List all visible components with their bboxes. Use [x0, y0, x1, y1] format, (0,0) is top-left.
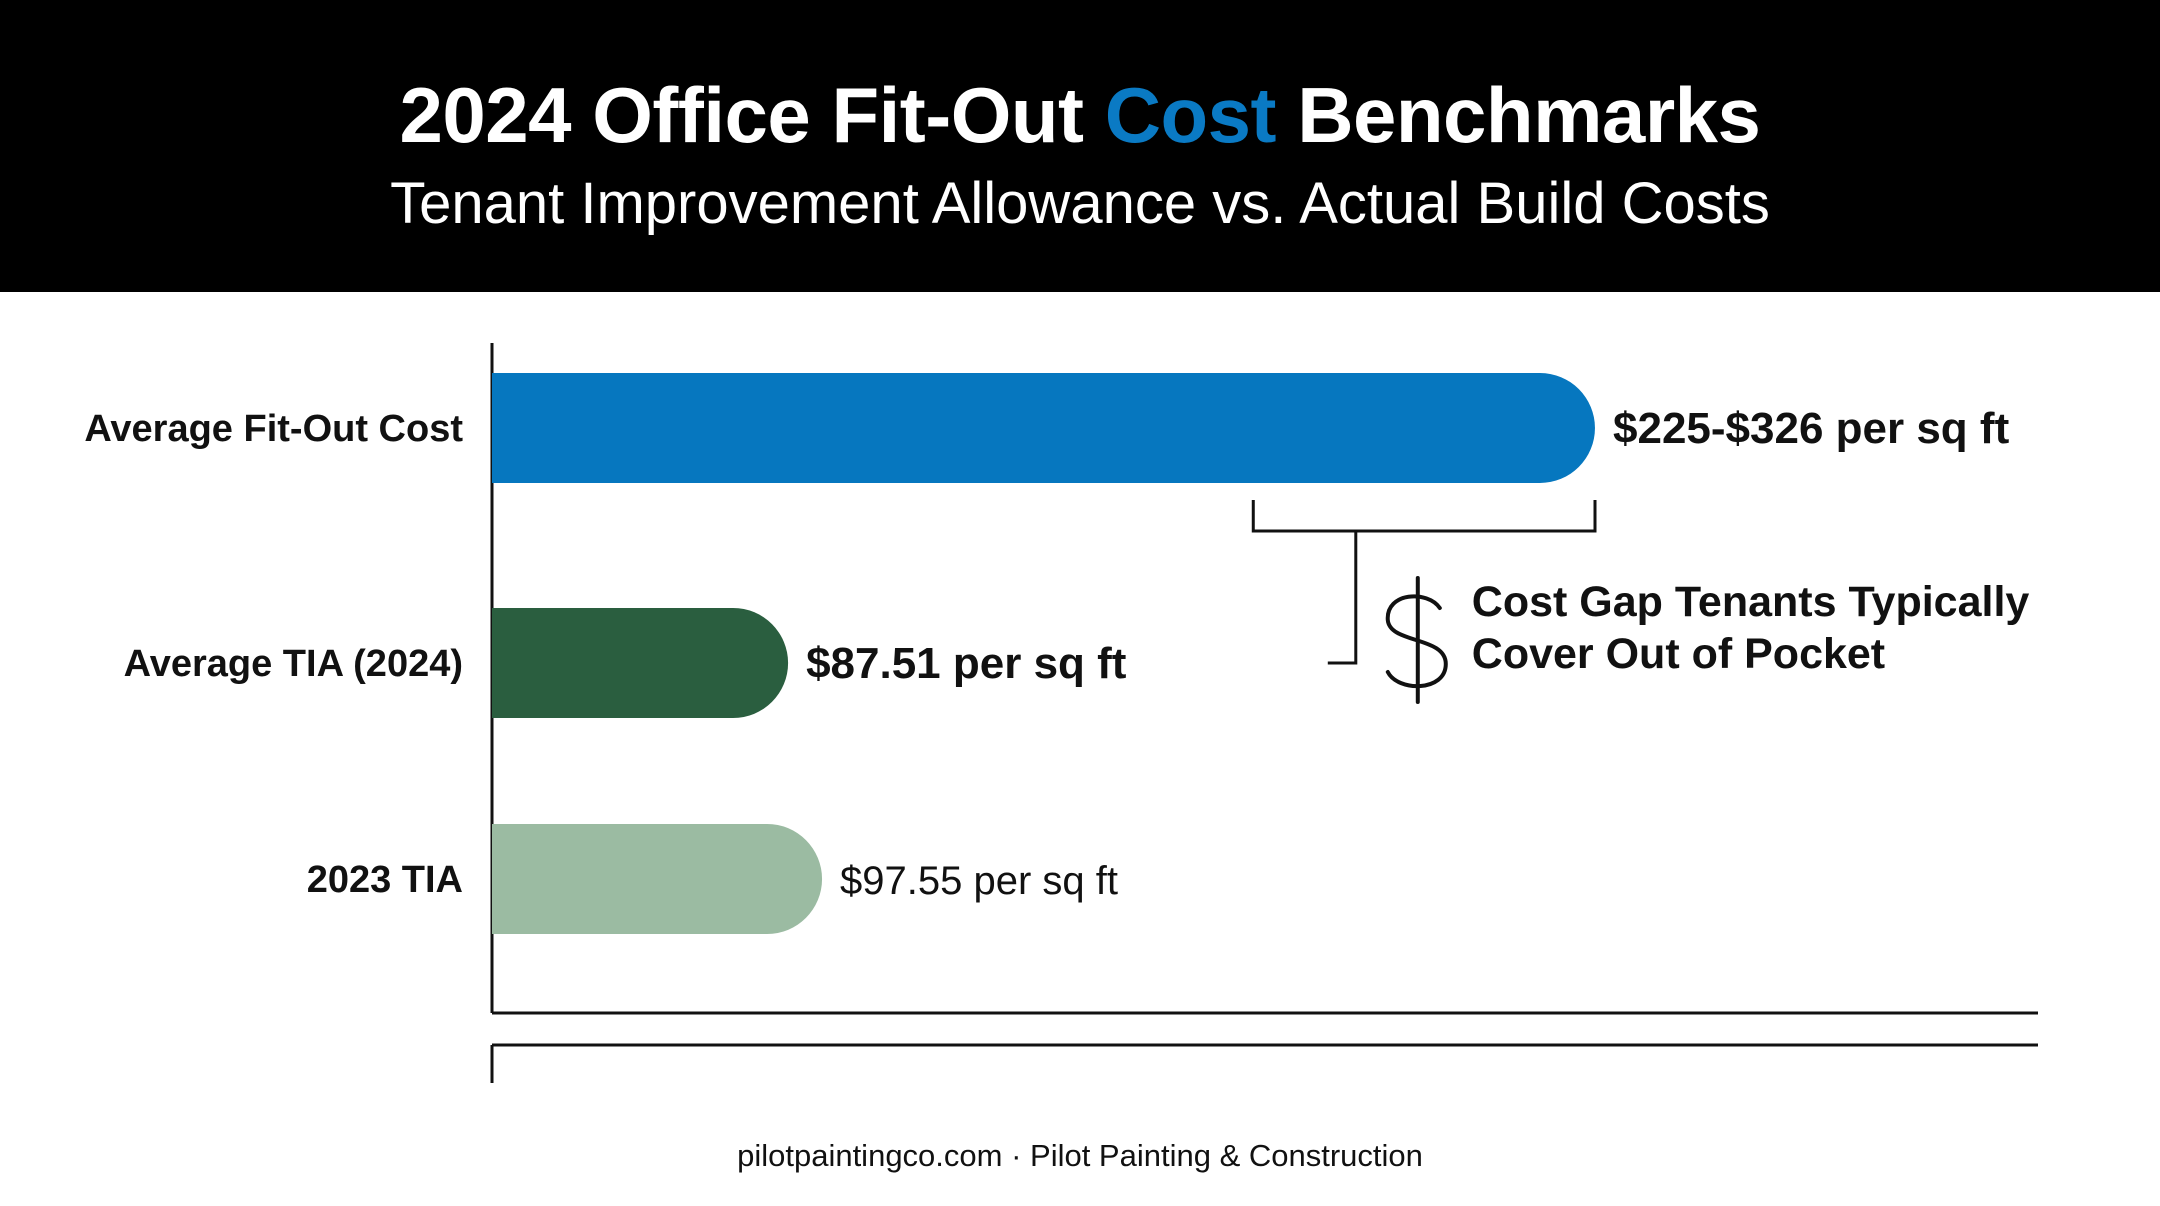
data-label: $225-$326 per sq ft: [1613, 404, 2010, 453]
bar-1: [492, 373, 1595, 483]
bar-3: [492, 824, 823, 934]
title-part-2: Benchmarks: [1276, 71, 1761, 159]
data-label: $97.55 per sq ft: [840, 859, 1118, 903]
data-label: $87.51 per sq ft: [806, 639, 1127, 688]
chart-subtitle: Tenant Improvement Allowance vs. Actual …: [390, 171, 1770, 236]
gap-connector: [1327, 531, 1358, 665]
bar-2: [492, 608, 789, 718]
chart-title: 2024 Office Fit-Out Cost Benchmarks: [0, 70, 2160, 161]
category-label: 2023 TIA: [307, 859, 463, 901]
category-label: Average TIA (2024): [124, 643, 463, 685]
category-label: Average Fit-Out Cost: [84, 408, 463, 450]
annotation-line-2: Cover Out of Pocket: [1472, 630, 1885, 678]
header-band: 2024 Office Fit-Out Cost Benchmarks Tena…: [0, 0, 2160, 292]
title-part-1: 2024 Office Fit-Out: [399, 71, 1105, 159]
title-accent-word: Cost: [1104, 71, 1277, 159]
footer-credit: pilotpaintingco.com · Pilot Painting & C…: [737, 1138, 1423, 1173]
annotation-line-1: Cost Gap Tenants Typically: [1472, 578, 2030, 626]
gap-bracket: [1251, 500, 1597, 533]
